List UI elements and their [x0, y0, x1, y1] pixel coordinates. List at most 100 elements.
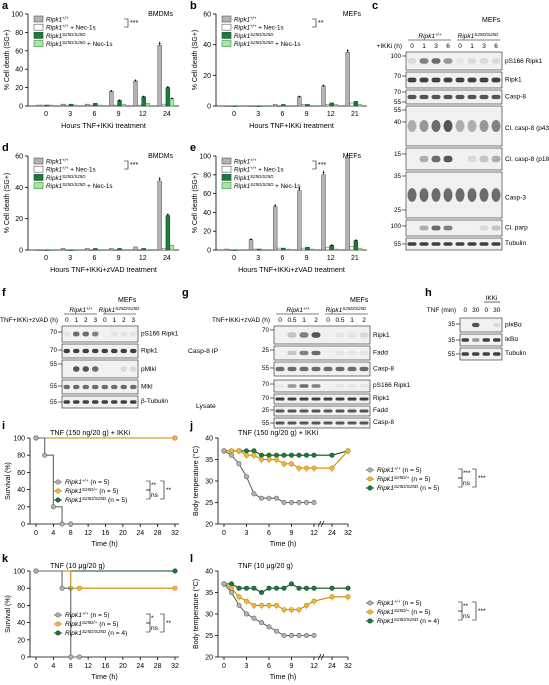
x-tick-label: 0: [34, 530, 38, 537]
bar: [321, 174, 326, 251]
blot-band: [299, 366, 309, 372]
blot-title: MEFs: [350, 297, 369, 304]
mw-marker: 15: [394, 151, 402, 158]
blot-band: [73, 348, 80, 354]
lane-label: 0.5: [287, 317, 296, 324]
blot-band: [82, 366, 89, 372]
data-point: [281, 607, 287, 613]
blot-band: [73, 366, 80, 372]
data-point: [251, 615, 257, 621]
lysate-group-label: Lysate: [196, 403, 216, 410]
y-tick-label: 40: [203, 42, 211, 49]
bar: [228, 249, 234, 251]
x-axis-label: Time (h): [270, 672, 297, 681]
blot-band: [455, 77, 465, 83]
data-point: [59, 521, 65, 527]
bar: [349, 245, 354, 251]
mw-marker: 70: [394, 89, 402, 96]
data-point: [274, 602, 280, 608]
bar: [257, 248, 262, 251]
mw-marker: 35: [394, 173, 402, 180]
mw-marker: 70: [394, 73, 402, 80]
sig-label: **: [151, 482, 157, 489]
legend-marker: [367, 467, 373, 473]
y-tick-label: 20: [17, 504, 25, 511]
blot-genotype: Ripk1S25D/S25D: [458, 32, 499, 41]
legend-marker: [55, 630, 61, 636]
legend-swatch: [221, 40, 232, 47]
blot-strip: [273, 345, 371, 361]
mw-marker: 70: [262, 327, 270, 334]
series-line: [224, 450, 349, 469]
legend-label: Ripk1S25D/S25D: [234, 173, 274, 182]
blot-strip: [61, 325, 139, 343]
blot-band: [491, 155, 501, 163]
bar: [224, 105, 230, 107]
bar: [232, 249, 238, 251]
data-point: [311, 500, 317, 506]
y-tick-label: 0: [21, 522, 25, 529]
bar-chart-a: 0 20 40 60 80 100 % Cell death (SG+) 0 3 6 9 12 24 Ho…: [4, 11, 179, 130]
band-label: pS166 Ripk1: [141, 331, 179, 338]
legend-label: Ripk1S25D/+ (n = 5): [65, 620, 118, 629]
x-tick-label: 9: [290, 663, 294, 670]
y-tick-label: 25: [205, 500, 213, 507]
sig-bracket: [458, 601, 463, 612]
blot-band: [407, 77, 417, 83]
band-label: pS166 Ripk1: [505, 58, 543, 65]
blot-band: [443, 94, 453, 100]
data-point: [329, 452, 335, 458]
y-tick-label: 40: [205, 436, 213, 443]
blot-band: [311, 409, 321, 413]
bar: [357, 104, 363, 107]
western-blot-c: MEFs Ripk1+/+ Ripk1S25D/S25D TNF+IKKi (h) 0 1…: [376, 17, 549, 251]
bar: [93, 102, 98, 107]
data-point: [266, 585, 272, 591]
legend-swatch: [33, 32, 44, 39]
data-point: [322, 84, 325, 87]
blot-strip: [273, 379, 371, 393]
line-chart-j: 20 25 30 35 40 Body temperature (°C) 0 3 6 9 12 24 3…: [192, 428, 486, 548]
blot-band: [431, 155, 441, 163]
sig-label: ***: [463, 470, 471, 477]
data-point: [346, 154, 349, 157]
legend-marker: [367, 609, 373, 615]
bar: [297, 96, 302, 107]
data-point: [274, 585, 280, 591]
data-point: [296, 452, 302, 458]
legend-label: Ripk1+/+ (n = 5): [65, 478, 110, 487]
bar: [36, 104, 42, 107]
blot-band: [120, 384, 127, 390]
y-tick-label: 60: [203, 12, 211, 19]
data-point: [236, 461, 242, 467]
blot-strip: [405, 89, 503, 105]
legend-label: Ripk1+/+ (n = 5): [377, 599, 422, 608]
blot-group: IKKi: [486, 295, 498, 302]
sig-bracket: [458, 477, 463, 488]
blot-band: [111, 384, 118, 390]
x-tick-label: 24: [136, 663, 144, 670]
chart-title: BMDMs: [148, 11, 173, 18]
blot-band: [443, 120, 453, 132]
sig-label: **: [166, 620, 172, 627]
data-point: [311, 585, 317, 591]
bar: [84, 103, 90, 107]
legend-marker: [367, 618, 373, 624]
data-point: [134, 79, 137, 82]
x-tick-label: 21: [351, 255, 359, 262]
data-point: [259, 589, 265, 595]
data-point: [236, 602, 242, 608]
treatment-label: TNF+IKKi+zVAD (h): [0, 317, 58, 324]
data-point: [33, 435, 39, 441]
x-tick-label: 20: [119, 663, 127, 670]
sig-bracket: [312, 160, 317, 170]
y-tick-label: 20: [205, 655, 213, 662]
blot-band: [479, 188, 489, 202]
legend-label: Ripk1S25D/+ (n = 5): [65, 487, 118, 496]
legend-label: Ripk1+/+ + Nec-1s: [46, 23, 96, 32]
bar: [281, 104, 286, 107]
blot-band: [407, 188, 417, 202]
x-tick-label: 32: [171, 663, 179, 670]
bar: [305, 104, 310, 107]
lane-label: 0: [278, 317, 282, 324]
